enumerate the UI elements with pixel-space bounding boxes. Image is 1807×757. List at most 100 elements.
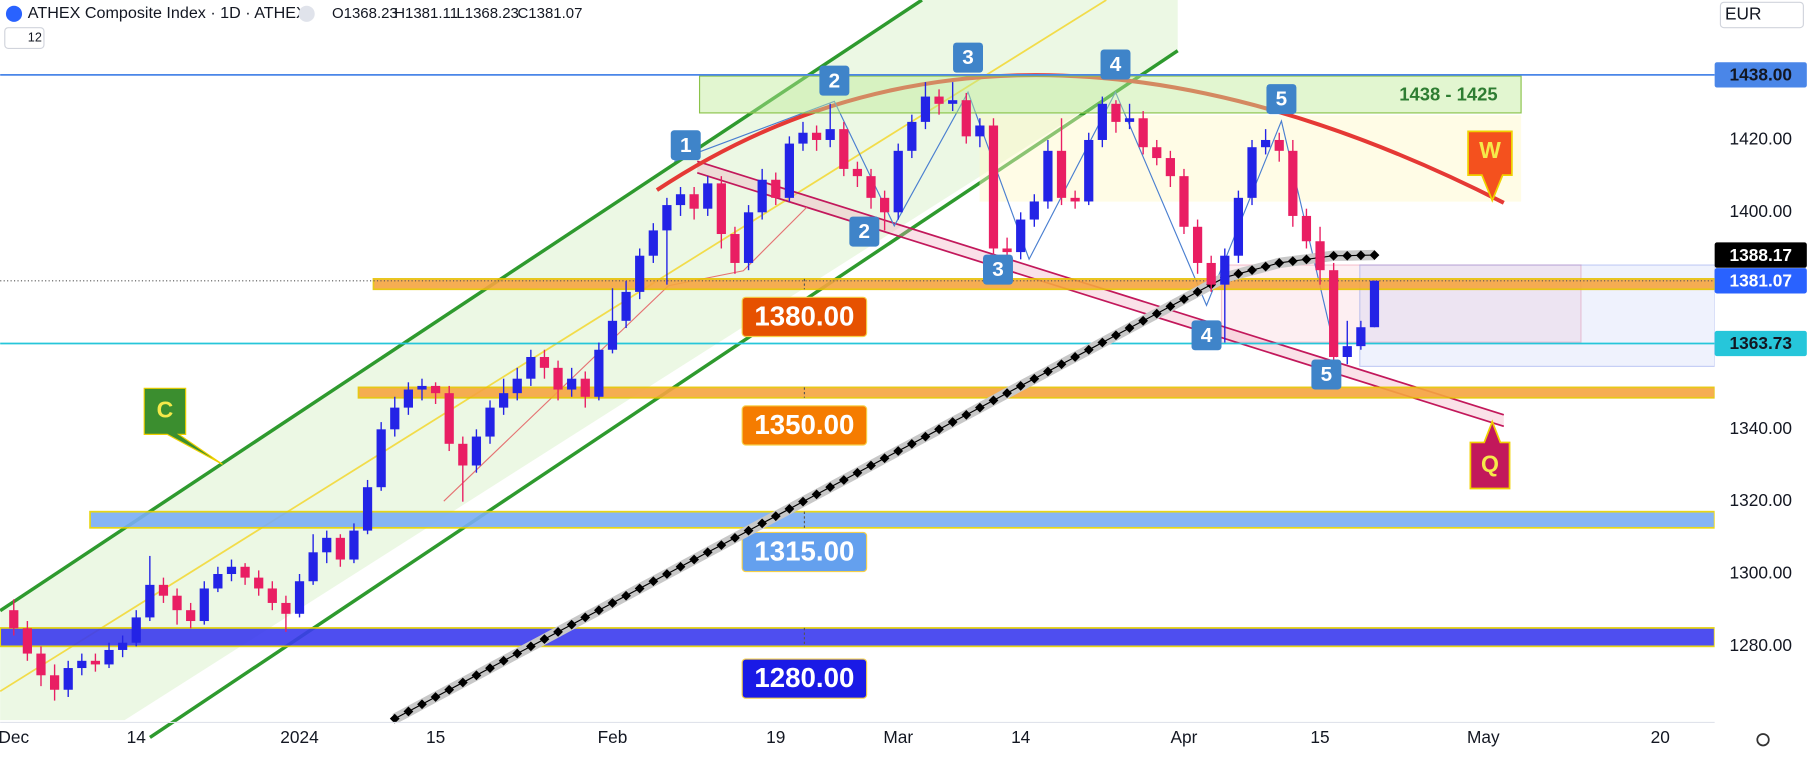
ma-point [634,583,645,594]
candle-body [526,356,536,379]
x-tick-label: Mar [883,727,913,747]
ma-point [689,554,700,565]
level-label-box [741,405,868,446]
candle-body [1165,158,1175,177]
candle-body [499,393,509,408]
ma-point [866,460,876,471]
candle-body [1220,255,1230,285]
candle-body [1070,197,1080,202]
candle-body [920,96,931,122]
ma-point [784,503,795,514]
ma-point [1192,287,1203,297]
candle-body [1233,197,1244,256]
ma-point [457,677,468,688]
level-zone [0,627,1716,648]
candle-body [988,125,999,249]
x-tick-label: 15 [426,727,445,747]
ma-point [512,648,523,659]
settings-icon[interactable] [1756,733,1770,747]
candle-body [335,537,345,560]
candle-body [22,628,32,654]
candle-body [907,121,917,151]
candle-body [267,588,277,603]
candle-body [880,197,890,213]
ma-point [920,431,931,442]
ma-point [934,424,944,435]
candle-body [322,537,332,553]
candle-body [703,183,713,209]
candle-body [131,617,141,643]
falling-channel [697,161,1504,427]
candle-body [36,653,46,676]
wave-box [1191,320,1222,351]
ma-point [1274,258,1285,268]
x-tick-label: May [1467,727,1500,747]
indicator-toggle[interactable] [4,27,45,49]
candle-body [1152,147,1162,159]
zone-label: 1438 - 1425 [1399,84,1497,105]
falling-line [696,172,1505,428]
levels: 1380.00 1350.00 1315.00 1280.00 [0,278,1716,699]
level-label-box [741,531,868,573]
candle-body [1261,139,1271,148]
wave-label: 4 [1110,53,1122,76]
ma-point [798,496,808,507]
candle-body [730,234,740,263]
currency-button[interactable] [1719,1,1804,29]
price-tag [1714,62,1807,88]
candle-body [934,96,944,104]
wave-label: 2 [859,220,871,243]
candle-body [376,429,386,488]
channel-fill [0,0,1178,721]
candle-body [240,566,250,578]
candle-body [798,132,808,144]
y-tick-label: 1320.00 [1730,490,1792,510]
wave-box [983,254,1013,285]
wave-label: W [1479,137,1501,163]
candle-body [621,291,631,321]
level-label-box [741,658,868,699]
price-tag-label: 1388.17 [1730,245,1792,265]
ma-point [1056,359,1067,370]
candle-body [226,566,237,575]
ma-point [811,489,822,500]
wave-label: 3 [992,258,1004,281]
wave-box [849,216,880,247]
candle-body [1056,150,1067,198]
ohlc-close: C1381.07 [518,5,583,22]
x-tick-label: 15 [1310,727,1329,747]
candle-body [839,129,849,169]
candle-body [158,584,169,596]
wave-box [670,130,701,161]
ohlc-open: O1368.23 [332,5,398,22]
level-label: 1315.00 [754,535,854,566]
candle-body [9,610,19,629]
candle-body [417,385,427,390]
ma-point [403,706,414,717]
candle-body [1043,150,1053,202]
ma-point [730,532,740,543]
level-label: 1380.00 [754,300,854,331]
candle-body [458,443,468,466]
candle-body [430,385,441,394]
toggle[interactable] [298,5,315,22]
callout [1467,130,1513,203]
range-box [1220,264,1582,343]
candle-body [825,129,835,140]
price-tag-label: 1363.73 [1730,333,1792,353]
ma-point [485,663,495,673]
x-tick-label: Dec [0,727,29,747]
x-tick-label: 20 [1651,727,1670,747]
candle-body [1329,270,1339,357]
logo [5,5,23,22]
price-tag [1714,268,1807,294]
header: ATHEX Composite Index · 1D · ATHEX O1368… [4,1,1804,49]
ma-point [770,511,781,522]
candle-body [1111,103,1121,122]
candle-body [485,407,495,437]
plot [0,74,1715,724]
candle-body [852,168,863,177]
candle-body [771,179,781,198]
candle-body [553,367,563,390]
ohlc-low: L1368.23 [456,5,518,22]
